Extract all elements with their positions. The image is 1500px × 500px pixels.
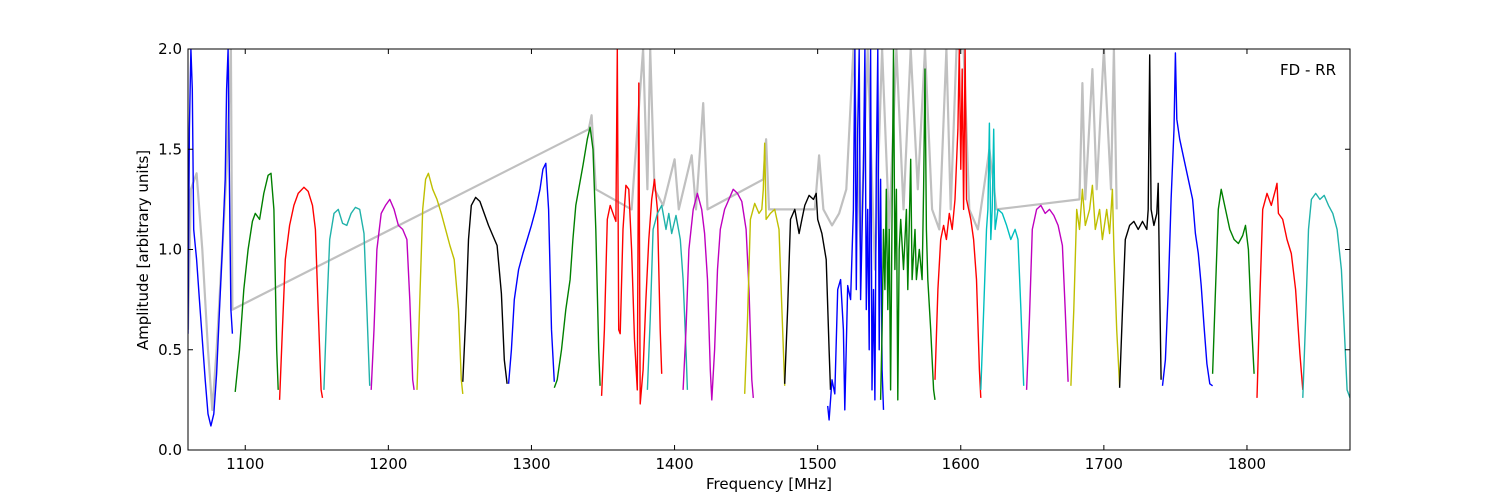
series-line-22	[1161, 52, 1214, 387]
series-line-5	[370, 198, 415, 390]
series-line-17	[934, 49, 982, 398]
series-line-10	[600, 49, 663, 405]
series-line-12	[682, 188, 754, 401]
series-line-19	[1025, 204, 1069, 390]
x-axis-label: Frequency [MHz]	[706, 475, 832, 493]
x-tick-label: 1200	[369, 455, 407, 473]
series-line-16	[879, 49, 936, 401]
y-tick-label: 0.0	[158, 441, 182, 459]
y-tick-label: 2.0	[158, 40, 182, 58]
y-tick-label: 1.0	[158, 241, 182, 259]
series-line-11	[646, 204, 689, 390]
series-group	[188, 49, 1350, 427]
y-tick-label: 1.5	[158, 140, 182, 158]
x-tick-label: 1800	[1228, 455, 1266, 473]
background-trace	[188, 49, 1118, 411]
series-line-14	[784, 192, 832, 390]
background-line	[188, 49, 1118, 411]
series-line-4	[323, 206, 371, 390]
series-line-9	[553, 126, 601, 389]
series-line-21	[1118, 54, 1162, 388]
series-line-20	[1070, 184, 1121, 386]
series-line-23	[1211, 188, 1255, 374]
x-tick-label: 1400	[655, 455, 693, 473]
x-tick-label: 1700	[1085, 455, 1123, 473]
x-tick-label: 1300	[512, 455, 550, 473]
x-tick-label: 1500	[799, 455, 837, 473]
series-line-13	[744, 142, 786, 394]
series-line-1	[188, 49, 234, 427]
series-line-15	[827, 49, 885, 421]
series-line-8	[507, 162, 555, 384]
y-tick-label: 0.5	[158, 341, 182, 359]
series-line-25	[1302, 192, 1350, 399]
series-line-18	[980, 122, 1025, 390]
series-line-7	[462, 196, 508, 384]
series-line-2	[234, 172, 279, 392]
series-line-3	[278, 186, 324, 400]
y-axis-label: Amplitude [arbitrary units]	[134, 150, 152, 350]
plot-annotation: FD - RR	[1280, 61, 1336, 79]
x-axis: 1100 1200 1300 1400 1500 1600 1700 1800	[226, 49, 1266, 473]
x-tick-label: 1600	[942, 455, 980, 473]
series-line-6	[416, 172, 464, 394]
series-line-24	[1256, 182, 1304, 398]
x-tick-label: 1100	[226, 455, 264, 473]
y-axis: 0.0 0.5 1.0 1.5 2.0	[158, 40, 1350, 459]
